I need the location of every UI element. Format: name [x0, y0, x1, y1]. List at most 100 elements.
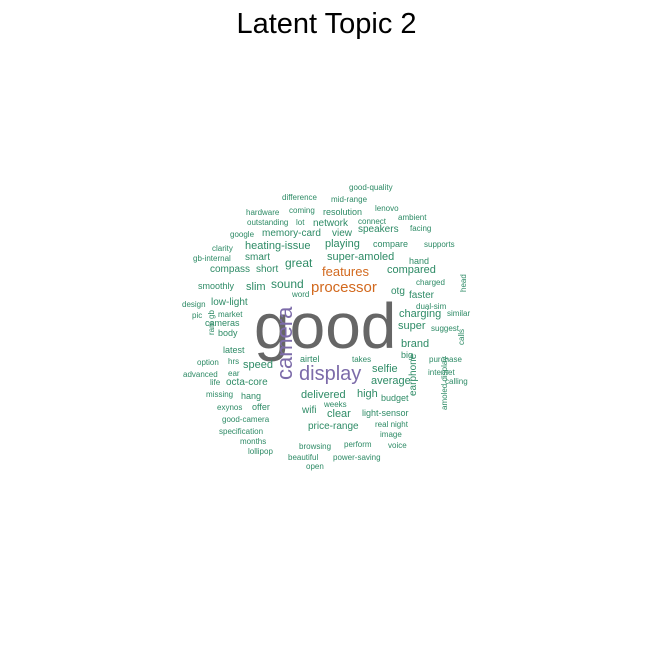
- word-cameras: cameras: [205, 318, 240, 328]
- word-word: word: [292, 290, 310, 299]
- word-connect: connect: [358, 217, 387, 226]
- word-hardware: hardware: [246, 208, 280, 217]
- word-weeks: weeks: [324, 400, 347, 409]
- word-display: display: [299, 363, 362, 385]
- word-similar: similar: [447, 309, 471, 318]
- word-perform: perform: [344, 440, 372, 449]
- word-ambient: ambient: [398, 213, 427, 222]
- word-design: design: [182, 300, 206, 309]
- word-calls: calls: [457, 328, 466, 345]
- word-features: features: [322, 264, 369, 279]
- word-compass: compass: [210, 264, 251, 275]
- word-network: network: [313, 218, 349, 229]
- word-resolution: resolution: [323, 207, 363, 217]
- word-exynos: exynos: [217, 403, 243, 412]
- word-smart: smart: [245, 252, 270, 263]
- word-big: big: [401, 350, 414, 360]
- word-smoothly: smoothly: [198, 281, 235, 291]
- word-airtel: airtel: [300, 354, 320, 364]
- word-calling: calling: [445, 377, 468, 386]
- word-good: good: [254, 290, 397, 362]
- word-purchase: purchase: [429, 355, 462, 364]
- word-difference: difference: [282, 193, 317, 202]
- word-processor: processor: [311, 279, 377, 296]
- word-super-amoled: super-amoled: [327, 251, 395, 263]
- word-playing: playing: [325, 238, 360, 250]
- word-facing: facing: [410, 224, 432, 233]
- word-real-night: real night: [375, 420, 408, 429]
- word-suggest: suggest: [431, 324, 460, 333]
- word-memory-card: memory-card: [262, 228, 321, 239]
- word-delivered: delivered: [301, 389, 346, 401]
- word-light-sensor: light-sensor: [362, 408, 409, 418]
- word-internet: internet: [428, 368, 455, 377]
- word-latest: latest: [223, 345, 245, 355]
- word-high: high: [357, 388, 378, 400]
- word-voice: voice: [388, 441, 407, 450]
- word-wifi: wifi: [302, 405, 317, 416]
- word-life: life: [210, 378, 221, 387]
- word-specification: specification: [219, 427, 264, 436]
- word-browsing: browsing: [299, 442, 332, 451]
- word-months: months: [240, 437, 267, 446]
- word-hand: hand: [409, 256, 430, 266]
- word-open: open: [306, 462, 324, 471]
- word-faster: faster: [409, 290, 435, 301]
- word-short: short: [256, 264, 279, 275]
- word-ram-gb: ram gb: [207, 310, 216, 335]
- word-speakers: speakers: [358, 224, 399, 235]
- word-option: option: [197, 358, 219, 367]
- word-clear: clear: [327, 408, 351, 420]
- word-camera: camera: [272, 306, 297, 380]
- word-takes: takes: [352, 355, 372, 364]
- word-lenovo: lenovo: [375, 204, 399, 213]
- word-compared: compared: [387, 264, 436, 276]
- word-lot: lot: [296, 218, 305, 227]
- word-offer: offer: [252, 402, 270, 412]
- word-google: google: [230, 230, 255, 239]
- word-advanced: advanced: [183, 370, 218, 379]
- word-pic: pic: [192, 311, 203, 320]
- word-sound: sound: [271, 277, 304, 291]
- word-heating-issue: heating-issue: [245, 240, 311, 252]
- word-power-saving: power-saving: [333, 453, 381, 462]
- word-earphone: earphone: [408, 353, 419, 396]
- word-selfie: selfie: [372, 363, 398, 375]
- word-average: average: [371, 375, 411, 387]
- word-brand: brand: [401, 338, 430, 350]
- word-price-range: price-range: [308, 421, 359, 432]
- word-hrs: hrs: [228, 357, 240, 366]
- word-speed: speed: [243, 359, 273, 371]
- word-head: head: [459, 274, 468, 292]
- word-charging: charging: [399, 308, 442, 320]
- word-ear: ear: [228, 369, 240, 378]
- word-view: view: [332, 228, 353, 239]
- word-slim: slim: [246, 281, 266, 293]
- word-image: image: [380, 430, 402, 439]
- word-charged: charged: [416, 278, 445, 287]
- word-good-quality: good-quality: [349, 183, 393, 192]
- word-otg: otg: [391, 286, 405, 297]
- word-dual-sim: dual-sim: [416, 302, 447, 311]
- chart-title: Latent Topic 2: [236, 8, 417, 40]
- word-clarity: clarity: [212, 244, 233, 253]
- word-gb-internal: gb-internal: [193, 254, 231, 263]
- word-great: great: [285, 256, 313, 270]
- word-compare: compare: [373, 239, 409, 249]
- word-beautiful: beautiful: [288, 453, 319, 462]
- word-octa-core: octa-core: [226, 377, 268, 388]
- word-missing: missing: [206, 390, 234, 399]
- word-budget: budget: [381, 393, 409, 403]
- word-supports: supports: [424, 240, 455, 249]
- word-market: market: [218, 310, 243, 319]
- word-body: body: [218, 328, 238, 338]
- word-mid-range: mid-range: [331, 195, 368, 204]
- word-coming: coming: [289, 206, 315, 215]
- word-outstanding: outstanding: [247, 218, 289, 227]
- word-good-camera: good-camera: [222, 415, 270, 424]
- word-lollipop: lollipop: [248, 447, 273, 456]
- word-super: super: [398, 320, 426, 332]
- word-hang: hang: [241, 391, 262, 401]
- word-low-light: low-light: [211, 297, 248, 308]
